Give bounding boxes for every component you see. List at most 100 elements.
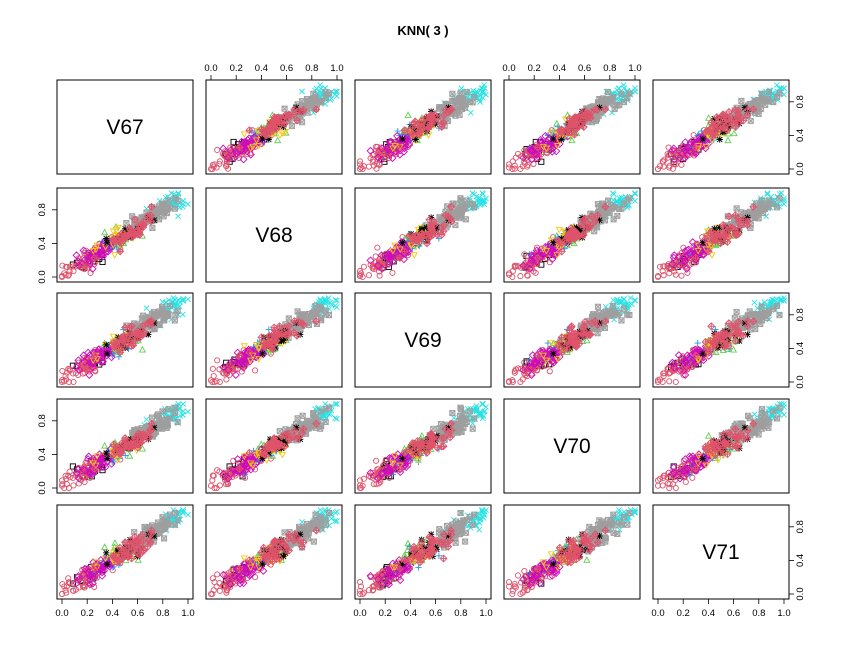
point-square-x [759, 95, 766, 102]
point-asterisk [103, 239, 111, 246]
point-square-x [458, 197, 465, 204]
point-asterisk [558, 235, 565, 242]
point-diamond-plus [701, 337, 710, 346]
point-cross [764, 191, 771, 198]
point-diamond-plus [275, 118, 284, 127]
point-diamond-plus [416, 234, 425, 243]
point-diamond [685, 249, 694, 258]
point-square-x [764, 310, 771, 317]
chart-title: KNN( 3 ) [397, 23, 448, 38]
point-circle [87, 269, 94, 276]
point-diamond-plus [720, 336, 729, 345]
point-cross [478, 201, 485, 207]
point-circle [509, 273, 516, 281]
point-diamond [533, 154, 542, 163]
point-circle [533, 367, 541, 374]
point-square-x [620, 98, 627, 106]
panel-v70-vs-v67 [56, 398, 194, 494]
point-triangle-down [412, 244, 420, 251]
point-circle [524, 272, 531, 279]
point-diamond-plus [139, 328, 148, 337]
point-triangle-down [410, 252, 418, 259]
point-asterisk [103, 350, 111, 357]
point-asterisk [433, 224, 440, 231]
point-asterisk [596, 104, 603, 111]
point-diamond-plus [147, 217, 156, 226]
point-cross [616, 85, 622, 92]
point-square-x [172, 404, 179, 411]
point-triangle-down [240, 343, 248, 350]
point-square-x [288, 123, 295, 130]
point-diamond [683, 351, 692, 360]
point-diamond-plus [130, 215, 139, 224]
point-diamond-plus [127, 233, 136, 242]
point-circle [509, 268, 516, 275]
point-triangle-down [255, 143, 263, 150]
point-cross [764, 190, 771, 197]
point-square-x [459, 206, 466, 213]
point-asterisk [699, 135, 706, 143]
point-diamond-plus [117, 239, 126, 248]
point-triangle-down [708, 244, 716, 251]
point-diamond [378, 264, 387, 273]
point-diamond-plus [127, 342, 136, 351]
point-cross [185, 296, 191, 303]
point-asterisk [716, 224, 723, 231]
point-triangle-down [109, 333, 118, 341]
point-circle [75, 359, 82, 366]
point-diamond [75, 474, 84, 483]
point-square-x [616, 101, 623, 109]
point-triangle-down [553, 252, 561, 259]
point-circle [356, 158, 364, 165]
point-diamond-plus [557, 333, 566, 342]
point-diamond [693, 243, 702, 252]
point-diamond-plus [720, 122, 729, 131]
point-square-x [463, 88, 470, 95]
point-diamond [533, 356, 542, 365]
point-square-x [738, 106, 745, 113]
point-square-x [312, 302, 319, 309]
point-cross [632, 190, 638, 196]
panel-v68-vs-v68: V68 [205, 187, 343, 283]
points-group [654, 82, 787, 173]
point-cross [776, 88, 783, 95]
point-asterisk [550, 239, 557, 246]
point-diamond [103, 247, 112, 256]
point-cross [769, 300, 776, 307]
point-diamond [696, 248, 705, 257]
point-diamond-plus [395, 253, 404, 263]
point-cross [333, 93, 340, 100]
point-diamond-plus [113, 234, 122, 243]
point-square-x [454, 207, 461, 214]
point-diamond-plus [707, 227, 716, 236]
point-triangle-down [111, 252, 119, 259]
point-diamond [682, 264, 691, 273]
point-square-x [776, 195, 783, 202]
point-square-x [435, 105, 443, 112]
point-asterisk [562, 342, 569, 349]
point-diamond [383, 253, 392, 262]
point-circle [357, 164, 365, 171]
point-circle [376, 272, 383, 279]
point-square-x [758, 90, 765, 97]
point-diamond [527, 251, 536, 260]
point-triangle [101, 441, 109, 449]
point-asterisk [407, 123, 415, 130]
point-diamond [704, 351, 713, 360]
point-diamond [101, 347, 110, 356]
point-square-x [165, 406, 172, 413]
point-diamond [537, 357, 546, 366]
point-diamond [101, 463, 110, 472]
point-square-x [159, 408, 166, 415]
point-circle [223, 376, 230, 383]
point-circle [223, 163, 230, 170]
point-circle [666, 378, 673, 385]
point-asterisk [565, 226, 572, 234]
point-diamond-plus [571, 329, 580, 338]
point-diamond [526, 259, 535, 268]
point-diamond [536, 135, 545, 145]
point-diamond-plus [591, 105, 600, 114]
panel-v68-vs-v67 [56, 187, 194, 283]
point-square-x [148, 414, 156, 421]
point-diamond [233, 348, 242, 357]
